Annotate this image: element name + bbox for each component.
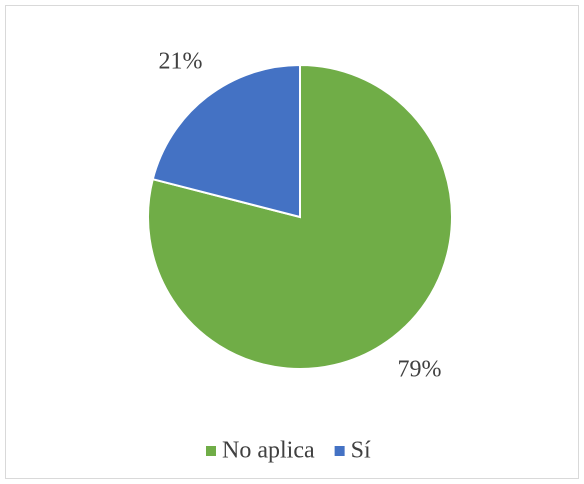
legend-swatch (206, 446, 216, 456)
pie-slice (151, 63, 301, 219)
legend-label: Sí (351, 438, 371, 464)
data-label: 21% (158, 48, 202, 74)
legend-label: No aplica (222, 438, 315, 464)
legend-swatch (334, 446, 345, 456)
data-label: 79% (398, 357, 442, 383)
